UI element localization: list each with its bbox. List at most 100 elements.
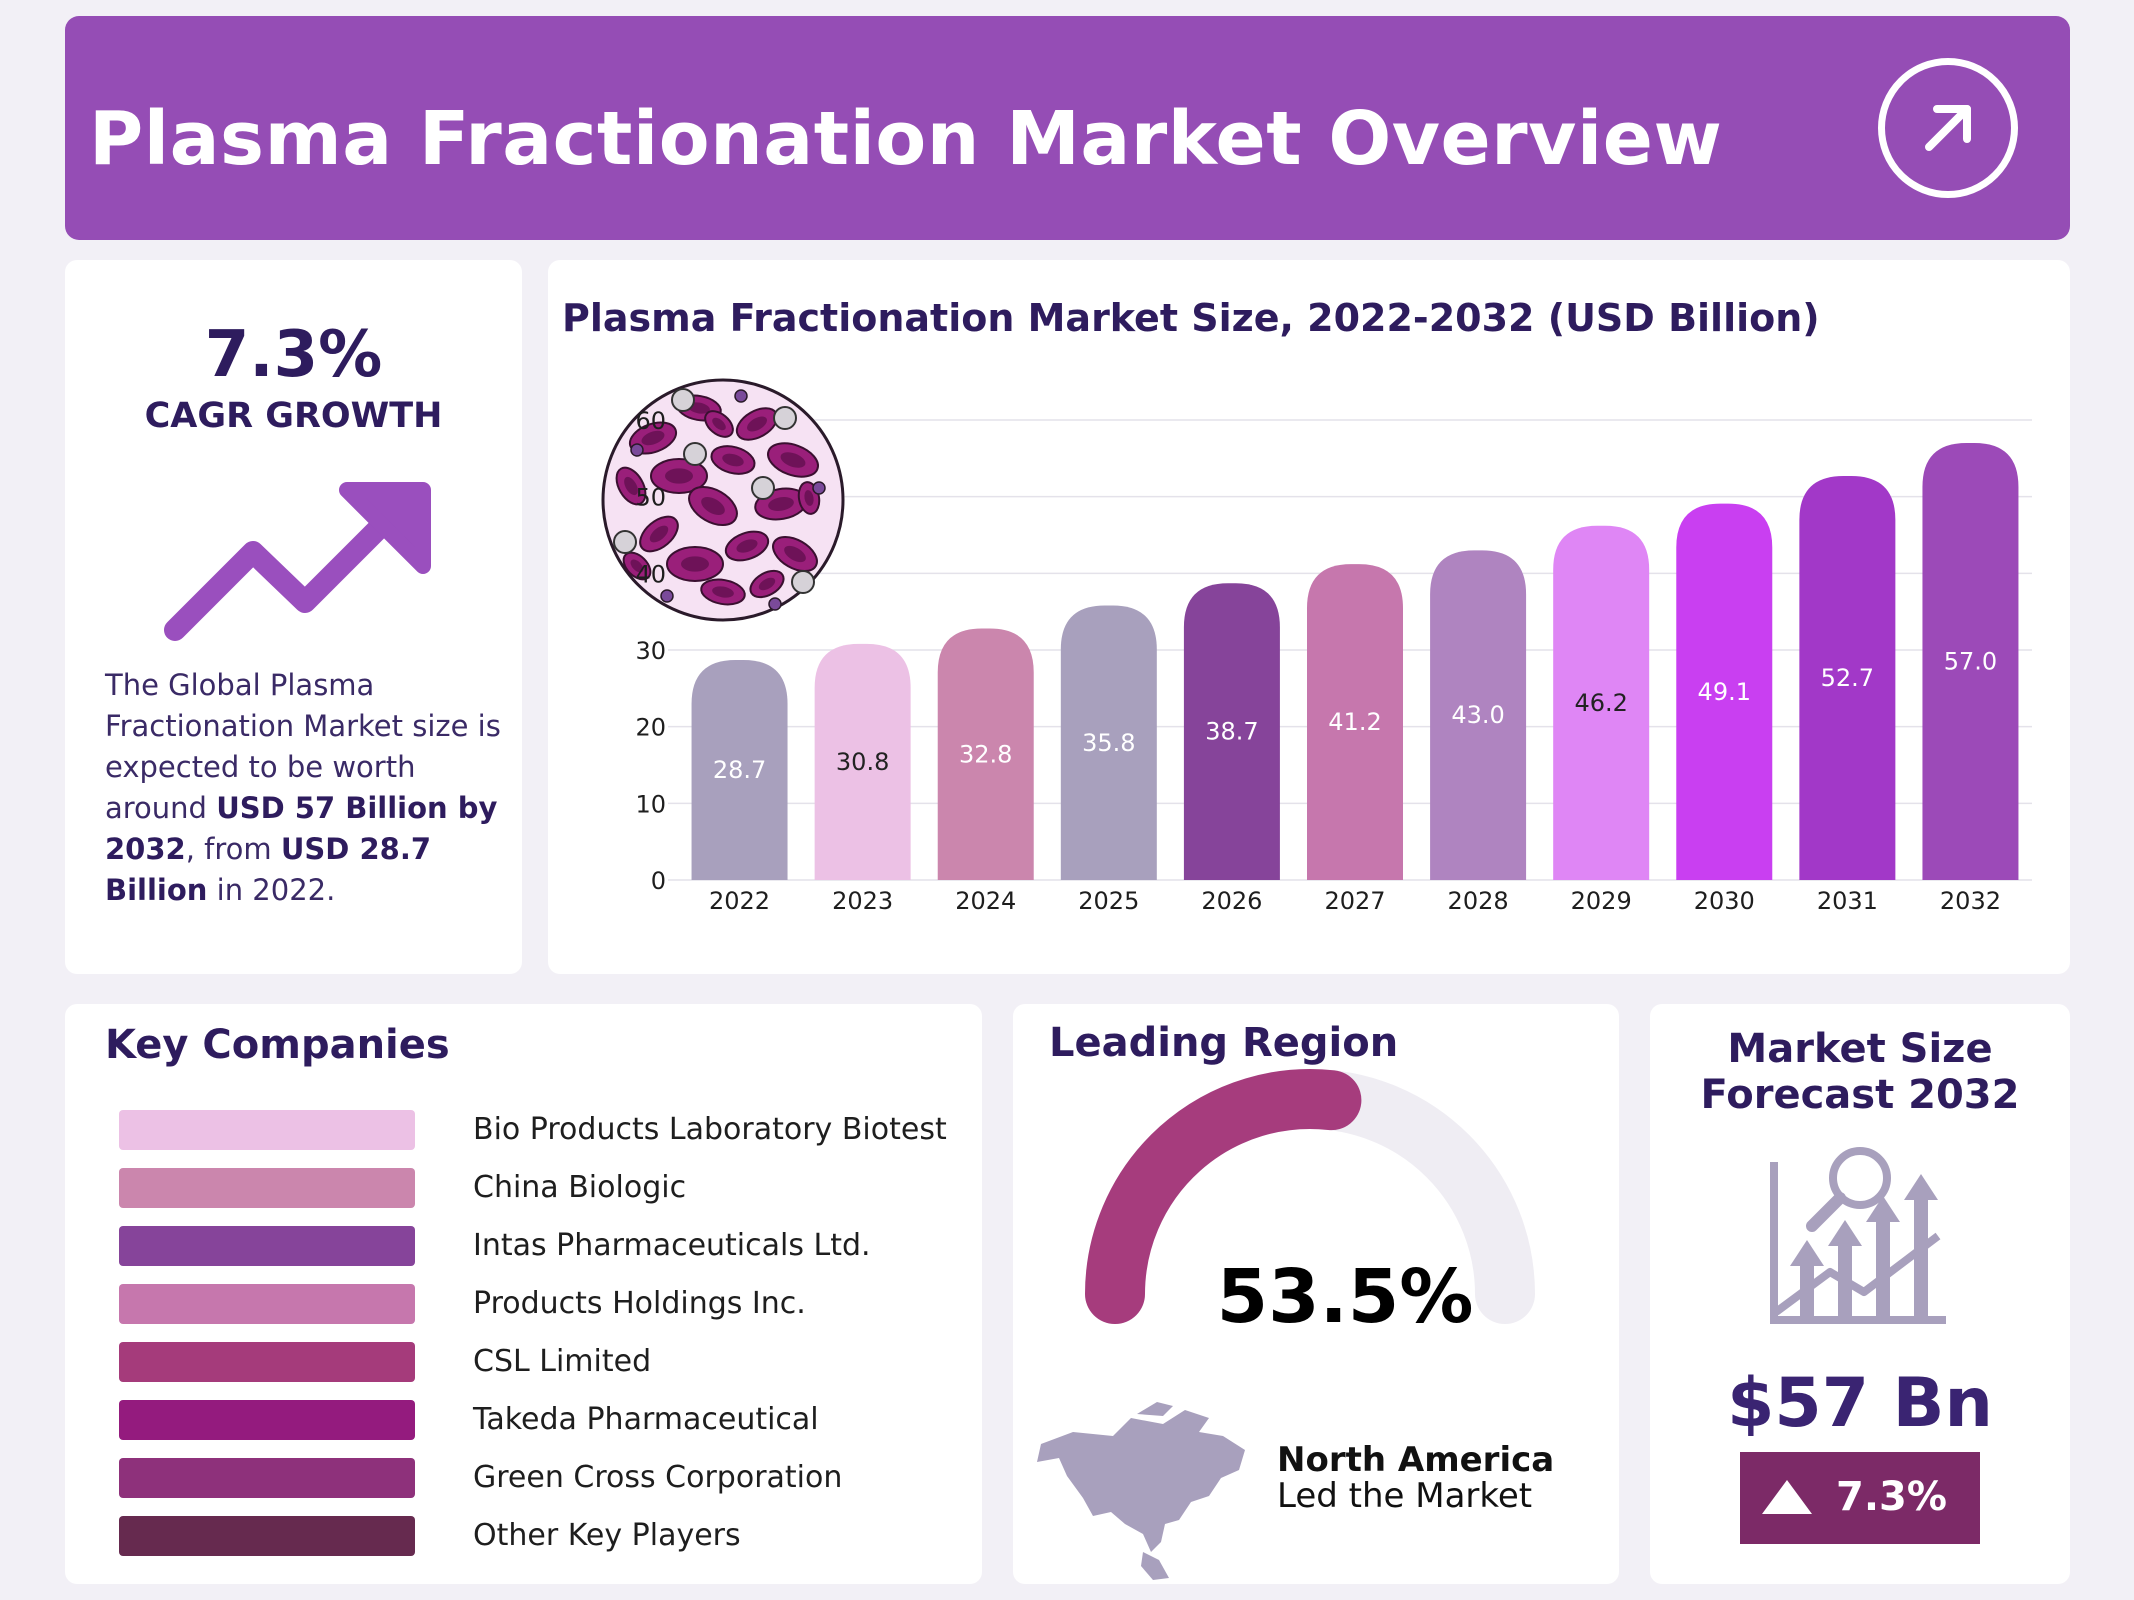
market-size-bar-chart: 010203040506028.7202230.8202332.8202435.… [601,378,2032,915]
company-list-item: Products Holdings Inc. [119,1284,939,1324]
cagr-value: 7.3% [204,318,383,392]
company-name: Takeda Pharmaceutical [473,1402,819,1437]
page-title: Plasma Fractionation Market Overview [89,96,1723,182]
bar-value-label: 43.0 [1451,701,1504,729]
cagr-label: CAGR GROWTH [144,396,443,436]
region-share-value: 53.5% [1216,1254,1474,1340]
y-tick-label: 10 [635,790,666,818]
company-list-item: Takeda Pharmaceutical [119,1400,939,1440]
x-tick-label: 2026 [1201,887,1262,915]
cagr-desc-text: in 2022. [207,873,336,907]
cagr-desc-highlight: USD 28.7 Billion [105,832,432,907]
arrow-up-right-icon [1878,58,2018,198]
company-color-swatch [119,1226,415,1266]
forecast-card: Market Size Forecast 2032 $57 Bn 7.3% [1650,1004,2070,1584]
bar-2032 [1922,443,2019,880]
forecast-title: Market Size Forecast 2032 [1700,1026,2020,1118]
chart-title: Plasma Fractionation Market Size, 2022-2… [562,296,1820,340]
x-tick-label: 2031 [1817,887,1878,915]
key-companies-title: Key Companies [105,1022,450,1068]
bar-2026 [1183,583,1280,880]
company-color-swatch [119,1168,415,1208]
company-name: Green Cross Corporation [473,1460,843,1495]
header-banner: Plasma Fractionation Market Overview [65,16,2070,240]
forecast-value: $57 Bn [1727,1364,1993,1443]
y-tick-label: 60 [635,407,666,435]
bar-2023 [814,643,911,880]
company-list-item: Green Cross Corporation [119,1458,939,1498]
cagr-desc-highlight: USD 57 Billion by 2032 [105,791,498,866]
x-tick-label: 2022 [709,887,770,915]
bar-value-label: 46.2 [1574,689,1627,717]
bar-2030 [1676,503,1773,880]
y-tick-label: 20 [635,714,666,742]
bar-value-label: 35.8 [1082,729,1135,757]
bar-value-label: 32.8 [959,740,1012,768]
market-size-chart-card: 0 10 20 30 40 50 60 28.7 2022 30.8 2023 32.8 2024 35.… [548,260,2070,974]
cagr-card: 7.3% CAGR GROWTH The Global Plasma Fract… [65,260,522,974]
bar-value-label: 49.1 [1698,678,1751,706]
x-tick-label: 2032 [1940,887,2001,915]
forecast-growth-value: 7.3% [1836,1474,1947,1520]
company-name: Bio Products Laboratory Biotest [473,1112,947,1147]
company-list-item: Other Key Players [119,1516,939,1556]
bar-2031 [1799,475,1896,880]
company-color-swatch [119,1516,415,1556]
bar-2022 [691,659,788,880]
leading-region-card: Leading Region 53.5% North America Led t… [1013,1004,1619,1584]
bar-value-label: 41.2 [1328,708,1381,736]
forecast-growth-badge: 7.3% [1740,1452,1980,1544]
bar-2028 [1430,550,1527,880]
company-list-item: China Biologic [119,1168,939,1208]
gauge-fill [1085,1069,1362,1324]
bar-value-label: 28.7 [713,756,766,784]
company-list-item: Bio Products Laboratory Biotest [119,1110,947,1150]
company-name: Products Holdings Inc. [473,1286,806,1321]
company-color-swatch [119,1400,415,1440]
cagr-description: The Global Plasma Fractionation Market s… [105,665,505,911]
x-tick-label: 2028 [1448,887,1509,915]
x-tick-label: 2030 [1694,887,1755,915]
company-name: Other Key Players [473,1518,741,1553]
company-color-swatch [119,1284,415,1324]
company-name: Intas Pharmaceuticals Ltd. [473,1228,871,1263]
cagr-desc-text: The Global Plasma Fractionation Market s… [105,668,501,825]
company-list-item: Intas Pharmaceuticals Ltd. [119,1226,939,1266]
bar-value-label: 38.7 [1205,718,1258,746]
bar-2025 [1060,605,1157,880]
trend-up-arrow-icon [164,482,431,641]
bar-2024 [937,628,1034,880]
x-tick-label: 2025 [1078,887,1139,915]
company-name: CSL Limited [473,1344,652,1379]
x-tick-label: 2023 [832,887,893,915]
y-tick-label: 40 [635,560,666,588]
cagr-desc-text: , from [185,832,281,866]
chart-labels: 010203040506028.7202230.8202332.8202435.… [635,407,2001,915]
bar-value-label: 52.7 [1821,664,1874,692]
bar-value-label: 30.8 [836,748,889,776]
company-color-swatch [119,1110,415,1150]
y-tick-label: 0 [651,867,666,895]
region-name: North America [1277,1440,1555,1480]
company-color-swatch [119,1458,415,1498]
company-name: China Biologic [473,1170,687,1205]
region-gauge [1037,1069,1535,1580]
bar-2029 [1553,525,1650,880]
leading-region-title: Leading Region [1049,1020,1399,1066]
growth-analysis-icon [1770,1147,1946,1324]
bar-value-label: 57.0 [1944,648,1997,676]
x-tick-label: 2024 [955,887,1016,915]
key-companies-card: Key Companies Bio Products Laboratory Bi… [65,1004,982,1584]
company-color-swatch [119,1342,415,1382]
north-america-map-icon [1037,1402,1245,1580]
bar-2027 [1307,564,1403,880]
company-list-item: CSL Limited [119,1342,939,1382]
x-tick-label: 2027 [1324,887,1385,915]
y-tick-label: 50 [635,484,666,512]
triangle-up-icon [1762,1480,1812,1514]
y-tick-label: 30 [635,637,666,665]
chart-bars [691,443,2019,880]
x-tick-label: 2029 [1571,887,1632,915]
region-subtitle: Led the Market [1277,1476,1533,1516]
blood-cells-icon [601,378,845,622]
